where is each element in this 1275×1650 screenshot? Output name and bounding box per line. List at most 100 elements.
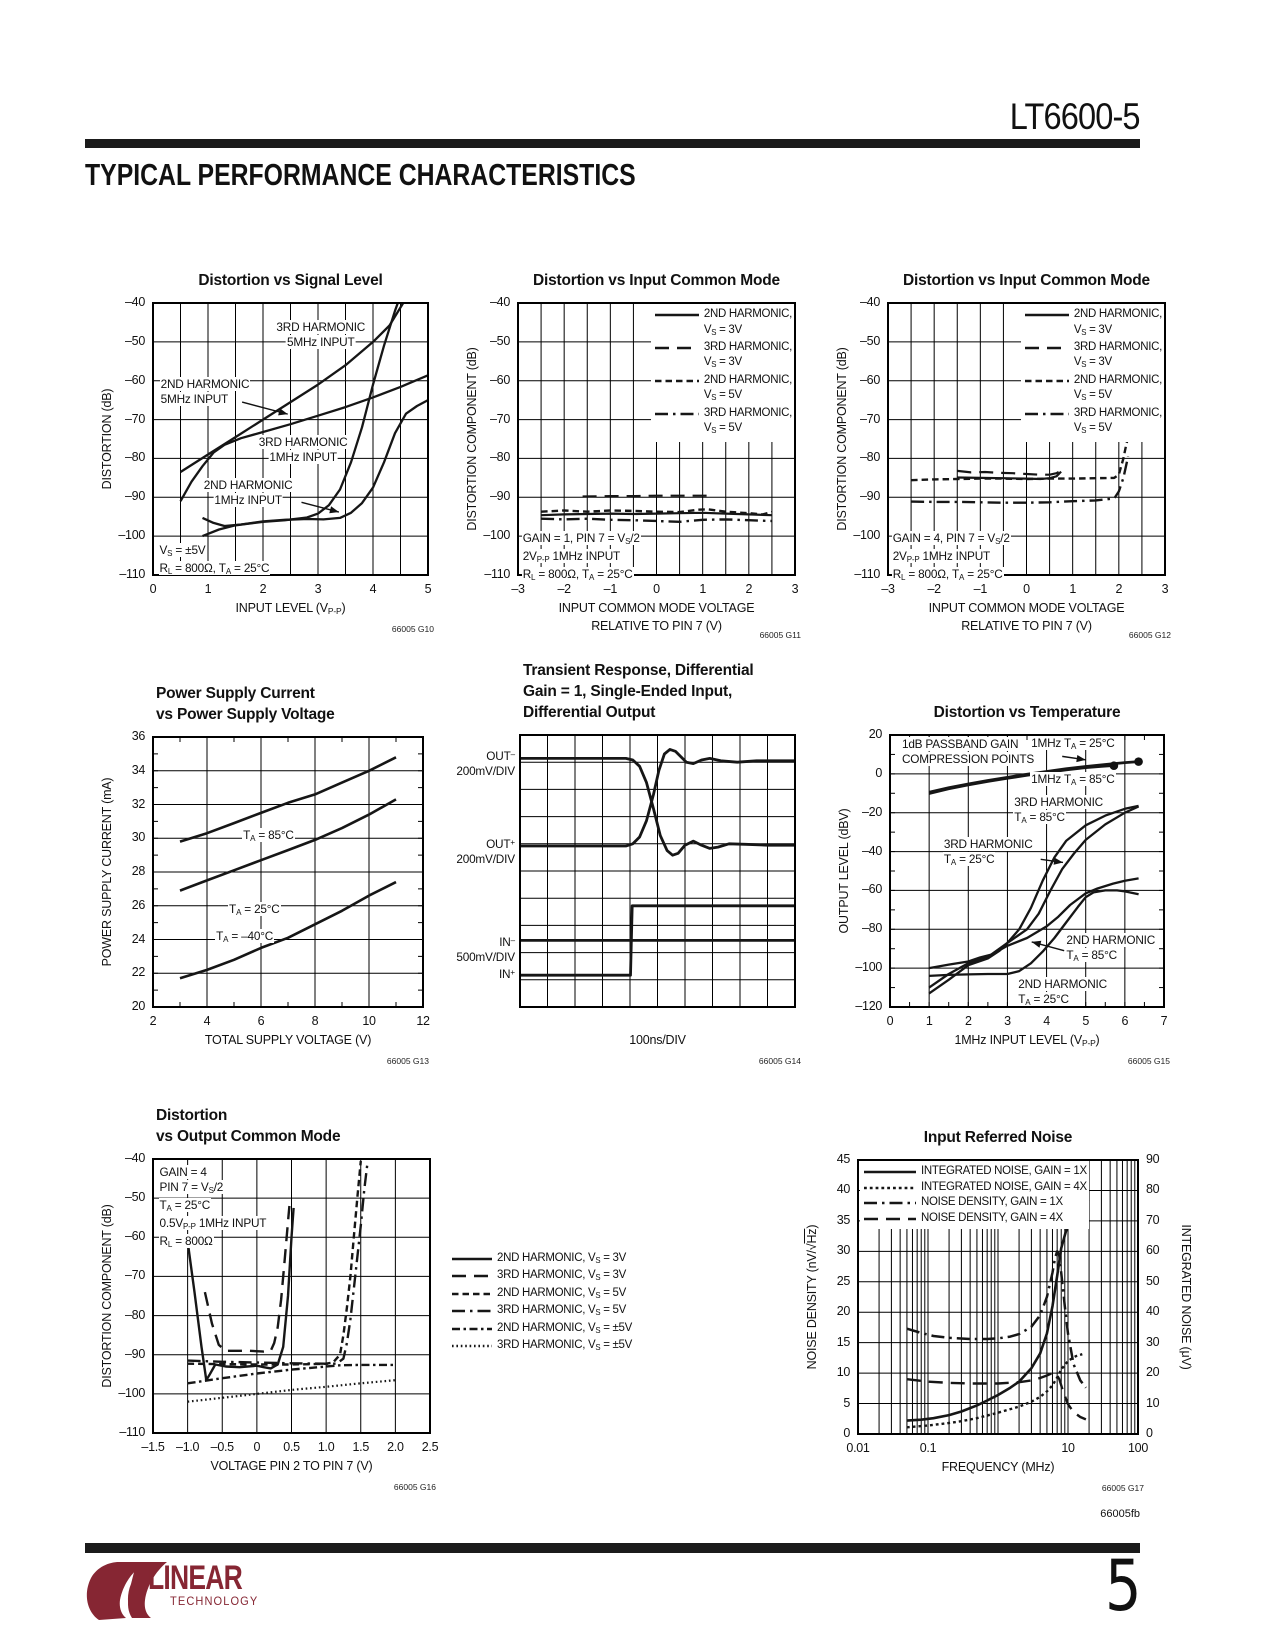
y2-tick-label: 30 <box>1146 1334 1160 1349</box>
y-tick-label: –110 <box>854 567 880 581</box>
x-tick-label: 1.0 <box>317 1440 335 1454</box>
y-tick-label: 30 <box>836 1243 851 1258</box>
x-axis-title: VOLTAGE PIN 2 TO PIN 7 (V) <box>210 1459 373 1473</box>
x-tick-label: 2 <box>259 582 267 596</box>
legend-entry: INTEGRATED NOISE, GAIN = 4X <box>864 1180 1087 1196</box>
legend-label: 3RD HARMONIC, VS = 3V <box>1073 340 1162 370</box>
chart-code: 66005 G15 <box>1127 1056 1170 1066</box>
y-tick-label: 26 <box>131 897 146 912</box>
chart-annotation: OUT– 200mV/DIV <box>455 749 516 779</box>
x-tick-label: 10 <box>362 1014 376 1028</box>
x-axis-title: INPUT COMMON MODE VOLTAGE <box>558 601 755 615</box>
legend-label: NOISE DENSITY, GAIN = 1X <box>921 1196 1063 1208</box>
y-tick-label: 20 <box>868 727 883 741</box>
y-tick-label: –60 <box>490 372 510 387</box>
x-tick-label: 0.5 <box>283 1440 300 1454</box>
legend-line-sample-icon <box>452 1310 492 1313</box>
x-tick-label: 1 <box>1069 582 1076 596</box>
series-2nd-harmonic-1mhz <box>202 399 429 528</box>
header-rule <box>85 139 1140 148</box>
x-tick-label: 2 <box>964 1014 972 1028</box>
chart-frame <box>152 302 429 576</box>
y-tick-label: –60 <box>862 882 882 897</box>
series-integrated-noise-4x <box>906 1353 1083 1429</box>
x-tick-label: 7 <box>1160 1014 1168 1028</box>
legend-line-sample-icon <box>1024 346 1069 350</box>
y-tick-label: 45 <box>836 1152 851 1166</box>
y-tick-label: –50 <box>125 1190 145 1205</box>
legend-label: 2ND HARMONIC, VS = ±5V <box>497 1321 632 1335</box>
brand-linear: LINEAR <box>148 1559 243 1597</box>
legend-entry: 2ND HARMONIC, VS = 5V <box>452 1286 632 1303</box>
y-tick-label: –50 <box>125 333 145 348</box>
legend-entry: 3RD HARMONIC, VS = 5V <box>1024 406 1162 439</box>
series-2nd-harmonic-25c <box>929 889 1139 978</box>
chart-annotation: TA = 25°C <box>228 902 281 918</box>
series-3rd-harmonic-5v <box>187 1160 369 1365</box>
chart-distortion-vs-input-common-mode-gain1: –3 –2 –1 0 1 2 3 –40 –50 –60 –70 –80 –90 –100 –110 INPU… <box>465 272 801 640</box>
chart-transient-response: 100ns/DIV Transient Response, Differentia… <box>455 662 801 1066</box>
chart-annotation: 2ND HARMONIC 1MHz INPUT <box>202 477 294 507</box>
brand-technology: TECHNOLOGY <box>170 1594 259 1608</box>
chart-title: Distortion vs Signal Level <box>198 272 383 289</box>
y-tick-label: –110 <box>119 1425 145 1439</box>
y2-tick-label: 80 <box>1146 1182 1160 1197</box>
y-axis-title: OUTPUT LEVEL (dBV) <box>837 808 851 934</box>
chart-legend: INTEGRATED NOISE, GAIN = 1X INTEGRATED NO… <box>860 1161 1089 1229</box>
y-tick-label: –80 <box>125 1307 145 1322</box>
y-tick-label: 36 <box>131 729 146 743</box>
x-axis-title: RELATIVE TO PIN 7 (V) <box>591 619 722 633</box>
legend-line-sample-icon <box>654 313 699 317</box>
x-axis-title: FREQUENCY (MHz) <box>941 1460 1055 1474</box>
y-tick-label: –90 <box>125 1346 145 1361</box>
y-tick-label: –80 <box>860 450 880 465</box>
chart-code: 66005 G13 <box>386 1056 429 1066</box>
chart-frame <box>152 736 424 1008</box>
x-tick-label: 10 <box>1061 1441 1075 1455</box>
y-tick-label: –40 <box>125 295 145 309</box>
series-out-minus-trace <box>520 757 795 857</box>
chart-annotation: TA = –40°C <box>215 929 275 945</box>
section-title: TYPICAL PERFORMANCE CHARACTERISTICS <box>85 157 636 192</box>
x-tick-label: 0.01 <box>846 1441 870 1455</box>
chart-code: 66005 G14 <box>758 1056 801 1066</box>
chart-code: 66005 G11 <box>759 630 801 640</box>
x-tick-label: 0 <box>149 582 157 596</box>
y2-tick-label: 20 <box>1146 1365 1160 1380</box>
y-tick-label: 15 <box>836 1334 851 1349</box>
series-2nd-harmonic-5v <box>911 436 1130 482</box>
legend-label: 2ND HARMONIC, VS = 5V <box>497 1286 626 1300</box>
y-axis-title: POWER SUPPLY CURRENT (mA) <box>100 777 114 967</box>
chart-annotation: OUT+ 200mV/DIV <box>455 836 516 866</box>
y-tick-label: 32 <box>131 796 146 811</box>
brand-text: LINEAR TECHNOLOGY <box>148 1559 269 1608</box>
legend-label: 3RD HARMONIC, VS = 5V <box>703 406 792 436</box>
x-tick-label: 12 <box>416 1014 430 1028</box>
series-3rd-harmonic-3v <box>203 1205 291 1353</box>
x-axis-title: TOTAL SUPPLY VOLTAGE (V) <box>204 1033 372 1047</box>
y-axis-title: DISTORTION (dB) <box>100 388 114 490</box>
x-tick-label: 2.0 <box>387 1440 404 1454</box>
y2-tick-label: 90 <box>1146 1152 1160 1166</box>
legend-label: INTEGRATED NOISE, GAIN = 4X <box>921 1180 1087 1193</box>
series-2nd-harmonic-3v <box>957 470 1062 481</box>
chart-frame <box>857 1159 1139 1435</box>
chart-frame <box>517 302 796 576</box>
y-tick-label: 40 <box>836 1182 851 1197</box>
series-3rd-harmonic-25c <box>928 805 1140 989</box>
x-tick-label: 2 <box>149 1014 157 1028</box>
y-tick-label: –80 <box>862 921 882 936</box>
y-tick-label: –60 <box>125 1229 145 1244</box>
y-tick-label: 35 <box>836 1212 851 1227</box>
legend-line-sample-icon <box>452 1275 492 1278</box>
chart-title: Transient Response, Differential Gain = 1… <box>523 662 754 721</box>
chart-code: 66005 G17 <box>1101 1483 1144 1493</box>
doc-code: 66005fb <box>1100 1508 1140 1520</box>
chart-annotation: 3RD HARMONIC 5MHz INPUT <box>275 320 367 350</box>
y-tick-label: –80 <box>125 450 145 465</box>
chart-distortion-vs-input-common-mode-gain4: –3 –2 –1 0 1 2 3 –40 –50 –60 –70 –80 –90 –100 –110 INPU… <box>835 272 1171 640</box>
chart-canvas <box>519 734 796 1008</box>
series-3rd-harmonic-85c <box>928 804 1139 995</box>
y-tick-label: –100 <box>483 528 510 543</box>
